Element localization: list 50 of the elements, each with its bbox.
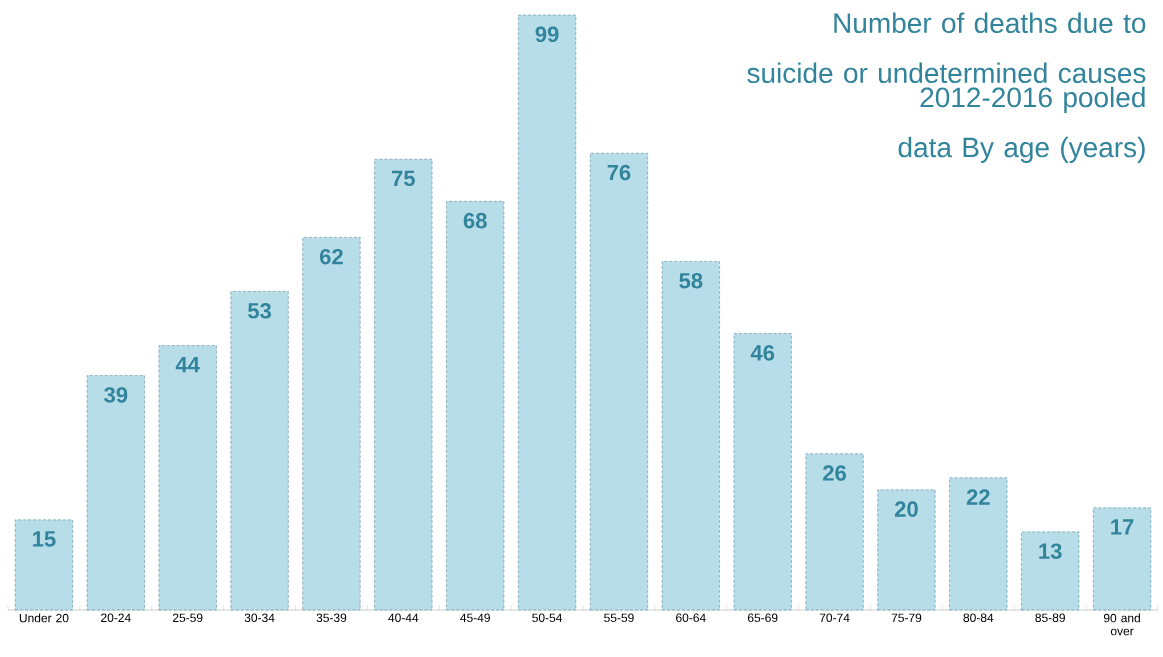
x-tick-label: 25-59 bbox=[172, 613, 203, 623]
bar bbox=[1093, 507, 1152, 611]
bar bbox=[949, 477, 1008, 611]
bar bbox=[158, 345, 217, 611]
x-tick-label: 85-89 bbox=[1035, 613, 1065, 623]
bar bbox=[805, 453, 864, 611]
x-tick-label: 30-34 bbox=[244, 613, 275, 623]
data-label: 44 bbox=[175, 357, 200, 373]
data-label: 26 bbox=[823, 465, 846, 481]
data-label: 53 bbox=[248, 302, 271, 319]
x-tick-label: 50-54 bbox=[532, 613, 563, 623]
data-label: 15 bbox=[33, 531, 56, 547]
x-tick-label: 80-84 bbox=[963, 613, 994, 623]
bar bbox=[230, 291, 289, 611]
bar bbox=[733, 333, 792, 611]
data-label: 58 bbox=[679, 272, 703, 289]
bar bbox=[518, 14, 577, 611]
data-label: 62 bbox=[320, 248, 343, 265]
x-tick-label: 45-49 bbox=[460, 613, 490, 623]
bar bbox=[374, 159, 433, 611]
bar bbox=[1021, 531, 1080, 611]
bar bbox=[446, 201, 505, 611]
x-tick-label: Under 20 bbox=[19, 613, 69, 623]
x-tick-label: 65-69 bbox=[747, 613, 778, 623]
data-label: 99 bbox=[535, 26, 559, 43]
data-label: 20 bbox=[894, 501, 918, 517]
bar bbox=[589, 153, 648, 611]
x-tick-label: 70-74 bbox=[819, 613, 850, 623]
data-label: 75 bbox=[392, 170, 415, 187]
data-label: 39 bbox=[104, 387, 128, 403]
x-tick-label: 20-24 bbox=[101, 613, 131, 623]
data-label: 46 bbox=[750, 345, 775, 361]
bar bbox=[14, 519, 73, 611]
data-label: 13 bbox=[1039, 543, 1062, 559]
x-tick-label: 55-59 bbox=[604, 613, 634, 623]
x-tick-label: 75-79 bbox=[891, 613, 922, 623]
x-tick-label: 40-44 bbox=[388, 613, 419, 623]
bar bbox=[877, 489, 936, 611]
x-tick-label: 60-64 bbox=[676, 613, 706, 623]
x-tick-label: 90 and over bbox=[1103, 613, 1140, 636]
text: 2012-2016 pooled data By age (years) bbox=[898, 86, 1145, 163]
bar bbox=[86, 375, 145, 611]
data-label: 22 bbox=[966, 489, 990, 505]
data-label: 76 bbox=[607, 164, 631, 181]
data-label: 17 bbox=[1111, 519, 1134, 535]
text: Number of deaths due to suicide or undetermined causes bbox=[747, 12, 1146, 84]
bar bbox=[661, 261, 720, 611]
bar bbox=[302, 237, 361, 611]
data-label: 68 bbox=[463, 212, 487, 229]
x-tick-label: 35-39 bbox=[316, 613, 347, 623]
